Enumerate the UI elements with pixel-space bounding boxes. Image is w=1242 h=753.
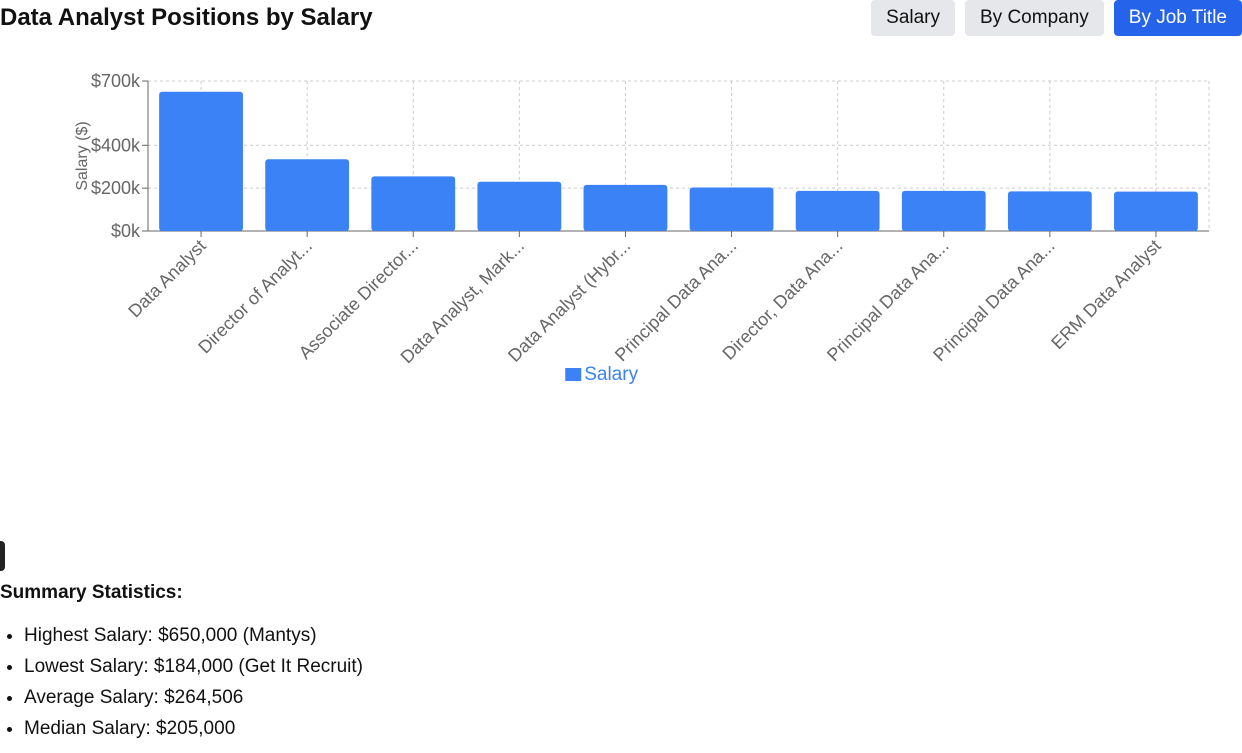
by-job-title-button[interactable]: By Job Title: [1113, 0, 1242, 36]
bar-3: [477, 181, 562, 231]
y-tick-label-3: $700k: [91, 71, 141, 91]
summary-median: Median Salary: $205,000: [24, 713, 1242, 744]
bar-4: [583, 184, 668, 231]
bar-2: [371, 176, 456, 231]
legend-label: Salary: [584, 364, 638, 385]
summary-lowest: Lowest Salary: $184,000 (Get It Recruit): [24, 651, 1242, 682]
bar-6: [795, 190, 880, 231]
summary-list: Highest Salary: $650,000 (Mantys) Lowest…: [0, 620, 1242, 744]
bar-9: [1114, 191, 1198, 231]
view-toggle-group: Salary By Company By Job Title: [871, 0, 1242, 36]
bar-8: [1007, 191, 1092, 231]
y-axis-title: Salary ($): [74, 121, 91, 190]
salary-button[interactable]: Salary: [871, 0, 955, 36]
resize-handle[interactable]: [0, 541, 5, 571]
legend-swatch: [565, 368, 582, 381]
x-tick-label-8: Principal Data Ana...: [929, 236, 1058, 365]
summary-statistics: Summary Statistics: Highest Salary: $650…: [0, 580, 1242, 744]
bar-7: [901, 190, 986, 231]
by-company-button[interactable]: By Company: [965, 0, 1104, 36]
bar-0: [159, 91, 243, 231]
y-tick-label-0: $0k: [111, 221, 141, 241]
x-tick-label-0: Data Analyst: [124, 236, 210, 322]
x-tick-label-9: ERM Data Analyst: [1047, 236, 1164, 353]
header: Data Analyst Positions by Salary Salary …: [0, 0, 1242, 40]
salary-bar-chart: $0k $200k $400k $700k Salary ($) Data Analyst…: [74, 71, 1210, 385]
y-tick-label-1: $200k: [91, 178, 141, 198]
bar-5: [689, 187, 774, 231]
x-tick-label-6: Director, Data Ana...: [718, 236, 846, 364]
x-tick-label-2: Associate Director...: [295, 236, 422, 363]
summary-highest: Highest Salary: $650,000 (Mantys): [24, 620, 1242, 651]
x-tick-label-1: Director of Analyt...: [194, 236, 316, 358]
y-tick-label-2: $400k: [91, 135, 141, 155]
summary-average: Average Salary: $264,506: [24, 682, 1242, 713]
page-title: Data Analyst Positions by Salary: [0, 4, 373, 31]
summary-title: Summary Statistics:: [0, 582, 183, 603]
bar-1: [265, 159, 350, 231]
